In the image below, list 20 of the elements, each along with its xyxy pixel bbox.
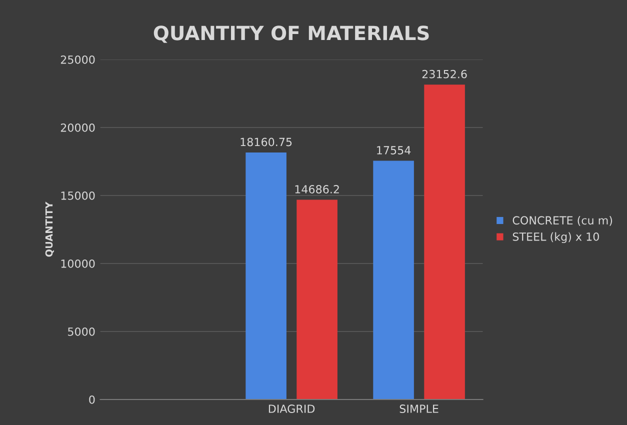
x-tick-label: DIAGRID <box>268 404 315 413</box>
chart-title: QUANTITY OF MATERIALS <box>154 26 429 43</box>
data-label: 17554 <box>377 146 411 154</box>
data-label: 14686.2 <box>295 185 339 194</box>
legend-label: CONCRETE (cu m) <box>512 216 612 226</box>
x-tick-label: SIMPLE <box>400 404 438 413</box>
y-tick-label: 25000 <box>60 55 95 64</box>
bar <box>424 84 465 400</box>
data-label: 23152.6 <box>422 70 467 78</box>
y-axis-title: QUANTITY <box>45 202 54 257</box>
y-tick-label: 10000 <box>61 259 95 268</box>
legend-label: STEEL (kg) x 10 <box>512 232 599 244</box>
y-tick-label: 5000 <box>68 327 95 336</box>
bar <box>296 200 338 400</box>
y-tick-label: 20000 <box>60 123 95 132</box>
bar <box>373 160 414 400</box>
data-label: 18160.75 <box>240 138 292 146</box>
y-tick-label: 0 <box>89 395 95 404</box>
bar <box>246 152 286 400</box>
y-tick-label: 15000 <box>61 191 95 200</box>
